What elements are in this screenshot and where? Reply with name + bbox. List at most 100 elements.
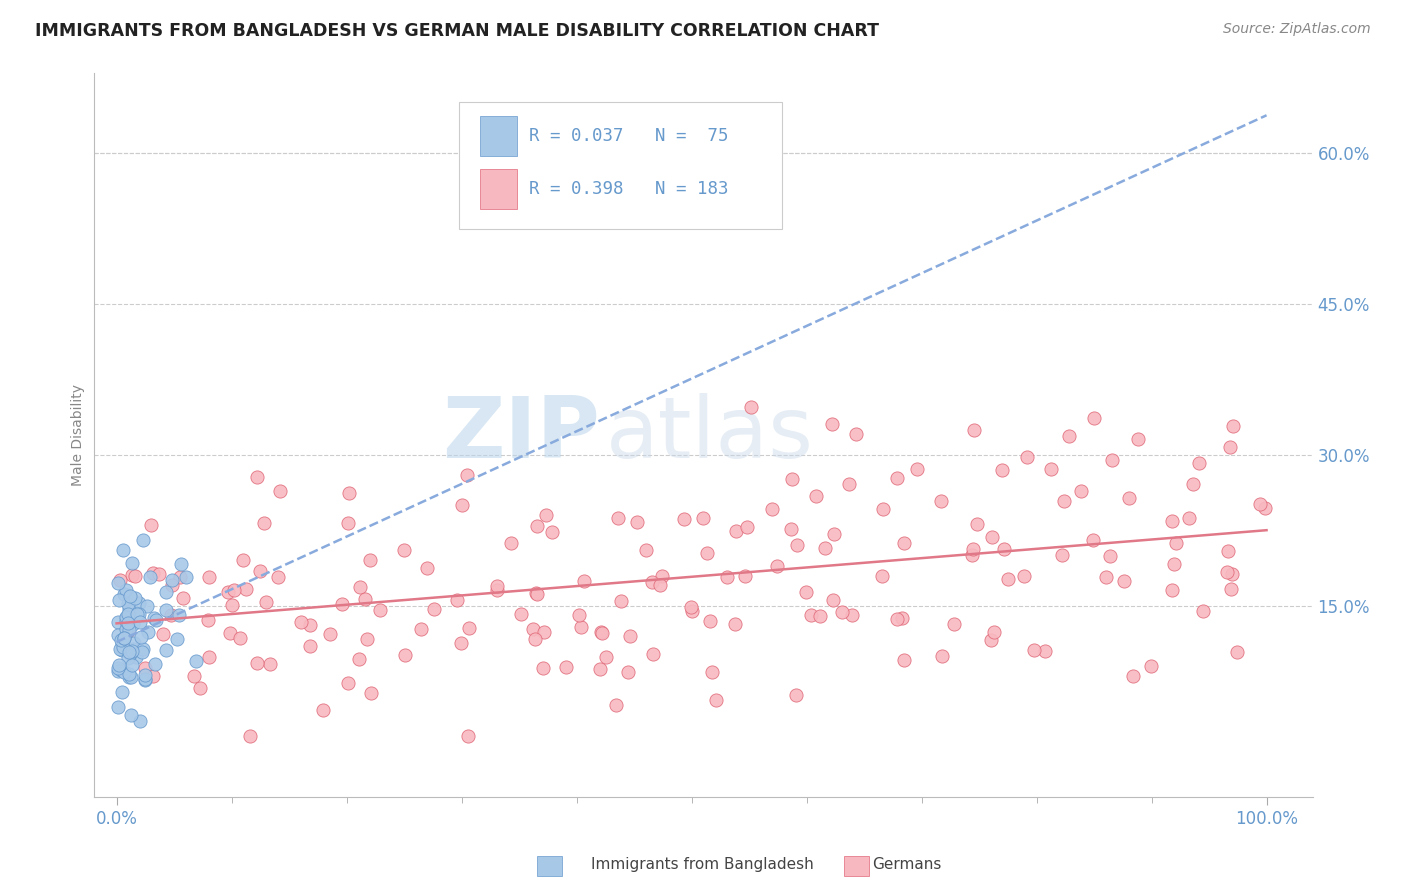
Point (253, 516, 276, 531)
Text: atlas: atlas (606, 393, 814, 476)
Point (217, 585, 239, 599)
Point (814, 541, 837, 555)
Point (124, 649, 146, 664)
Point (595, 650, 617, 665)
Point (246, 656, 269, 670)
Point (290, 615, 312, 629)
Point (606, 510, 628, 524)
Point (619, 629, 641, 643)
Point (735, 520, 758, 534)
Point (522, 622, 544, 636)
Point (129, 714, 152, 729)
Point (117, 624, 139, 638)
Point (641, 574, 664, 589)
Point (110, 637, 132, 651)
Point (963, 423, 986, 437)
Point (1122, 669, 1144, 683)
Point (160, 574, 183, 588)
Point (197, 613, 219, 627)
Point (118, 604, 141, 618)
Point (526, 518, 548, 533)
Point (845, 427, 868, 442)
Point (568, 607, 591, 622)
Point (246, 469, 269, 483)
Point (132, 533, 155, 548)
Point (229, 631, 252, 645)
Point (128, 596, 150, 610)
Point (172, 591, 194, 605)
Point (107, 576, 129, 591)
Point (155, 602, 177, 616)
Point (780, 472, 803, 486)
Point (589, 662, 612, 676)
Point (107, 615, 129, 629)
Point (143, 657, 166, 671)
Point (118, 601, 141, 615)
Point (983, 624, 1005, 639)
Point (526, 587, 548, 601)
Point (108, 657, 131, 672)
Point (786, 538, 808, 552)
Point (700, 665, 723, 679)
Point (118, 645, 141, 659)
Point (129, 630, 152, 644)
Point (120, 708, 142, 723)
Point (931, 648, 953, 663)
Point (167, 607, 190, 622)
Point (221, 598, 243, 612)
Point (872, 569, 894, 583)
Point (107, 664, 129, 678)
Point (118, 589, 141, 603)
Point (531, 661, 554, 675)
Point (794, 585, 817, 599)
Point (1220, 582, 1243, 596)
Point (115, 583, 138, 598)
Point (136, 625, 159, 640)
Point (589, 624, 612, 639)
Point (112, 640, 135, 655)
Point (117, 616, 139, 631)
Point (124, 569, 146, 583)
Point (1039, 462, 1062, 476)
Point (115, 622, 138, 636)
Point (993, 541, 1015, 556)
Point (1022, 642, 1045, 657)
Point (347, 652, 370, 666)
Point (761, 502, 783, 516)
Point (1177, 510, 1199, 524)
Point (458, 621, 481, 635)
Point (780, 522, 803, 536)
Point (1101, 453, 1123, 467)
Point (1182, 476, 1205, 491)
Point (117, 651, 139, 665)
Point (641, 648, 664, 662)
Point (129, 615, 152, 630)
Point (415, 561, 437, 575)
Point (681, 604, 703, 618)
Point (152, 626, 174, 640)
Point (831, 605, 853, 619)
Point (198, 570, 221, 584)
Point (1216, 565, 1239, 579)
Point (692, 511, 714, 525)
Point (1112, 574, 1135, 589)
Point (337, 676, 360, 690)
Point (188, 681, 211, 695)
Point (699, 614, 721, 628)
Point (616, 665, 638, 679)
Point (838, 476, 860, 491)
Point (1249, 497, 1271, 511)
Point (118, 648, 141, 662)
Point (808, 608, 831, 623)
Point (740, 400, 762, 414)
Text: R = 0.037   N =  75: R = 0.037 N = 75 (529, 127, 728, 145)
Point (112, 632, 135, 646)
Point (1140, 658, 1163, 673)
Point (269, 483, 291, 498)
Point (1070, 483, 1092, 498)
Point (298, 640, 321, 654)
Point (330, 597, 353, 611)
Point (107, 700, 129, 714)
Point (267, 570, 290, 584)
Point (120, 670, 142, 684)
